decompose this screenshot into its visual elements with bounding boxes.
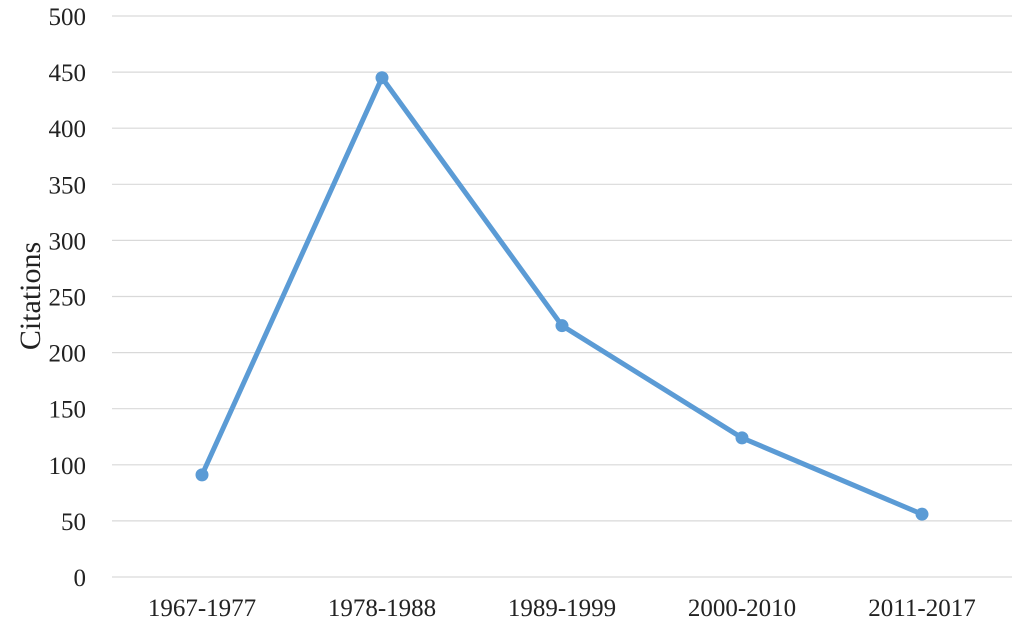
x-tick-label: 1978-1988 (328, 595, 436, 621)
x-tick-label: 1967-1977 (148, 595, 256, 621)
data-point (195, 468, 209, 482)
data-point (375, 71, 389, 85)
y-tick-label: 50 (61, 509, 86, 536)
y-tick-label: 250 (49, 285, 87, 312)
gridlines (112, 15, 1012, 578)
y-axis-title: Citations (14, 242, 47, 350)
y-tick-label: 350 (49, 172, 87, 199)
x-tick-label: 1989-1999 (508, 595, 616, 621)
x-tick-labels: 1967-1977 1978-1988 1989-1999 2000-2010 2011… (148, 595, 976, 621)
y-tick-label: 450 (49, 60, 87, 87)
x-tick-label: 2011-2017 (868, 595, 975, 621)
y-tick-labels: 0 50 100 150 200 250 300 350 400 450 500 (49, 4, 87, 592)
data-point (915, 507, 929, 521)
x-tick-label: 2000-2010 (688, 595, 796, 621)
data-point (735, 431, 749, 445)
y-tick-label: 300 (49, 228, 87, 255)
y-tick-label: 150 (49, 397, 87, 424)
y-tick-label: 500 (49, 4, 87, 31)
y-tick-label: 200 (49, 341, 87, 368)
series-group (195, 71, 929, 521)
data-point (555, 319, 569, 333)
y-tick-label: 0 (74, 565, 87, 592)
y-tick-label: 100 (49, 453, 87, 480)
y-tick-label: 400 (49, 116, 87, 143)
